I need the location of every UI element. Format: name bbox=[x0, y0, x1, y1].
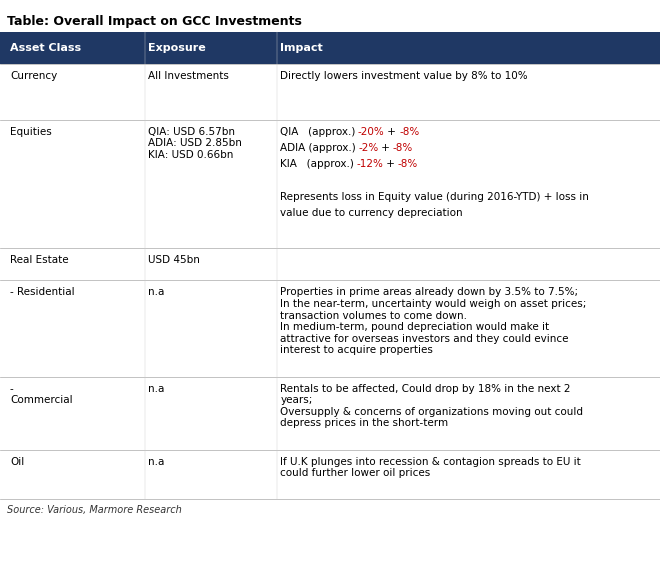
FancyBboxPatch shape bbox=[0, 248, 660, 280]
Text: USD 45bn: USD 45bn bbox=[149, 255, 200, 265]
Text: Impact: Impact bbox=[280, 43, 323, 53]
Text: value due to currency depreciation: value due to currency depreciation bbox=[280, 208, 463, 218]
FancyBboxPatch shape bbox=[0, 120, 660, 248]
Text: Rentals to be affected, Could drop by 18% in the next 2
years;
Oversupply & conc: Rentals to be affected, Could drop by 18… bbox=[280, 384, 584, 429]
Text: Directly lowers investment value by 8% to 10%: Directly lowers investment value by 8% t… bbox=[280, 71, 528, 81]
Text: -20%: -20% bbox=[358, 127, 385, 137]
FancyBboxPatch shape bbox=[0, 32, 660, 64]
FancyBboxPatch shape bbox=[0, 377, 660, 450]
Text: Exposure: Exposure bbox=[149, 43, 206, 53]
Text: Asset Class: Asset Class bbox=[10, 43, 81, 53]
Text: Represents loss in Equity value (during 2016-YTD) + loss in: Represents loss in Equity value (during … bbox=[280, 192, 589, 202]
Text: -2%: -2% bbox=[358, 143, 379, 153]
FancyBboxPatch shape bbox=[0, 64, 660, 120]
Text: n.a: n.a bbox=[149, 457, 165, 467]
Text: Source: Various, Marmore Research: Source: Various, Marmore Research bbox=[7, 505, 182, 515]
Text: If U.K plunges into recession & contagion spreads to EU it
could further lower o: If U.K plunges into recession & contagio… bbox=[280, 457, 581, 478]
Text: ADIA (approx.): ADIA (approx.) bbox=[280, 143, 359, 153]
Text: Equities: Equities bbox=[10, 127, 52, 137]
Text: n.a: n.a bbox=[149, 287, 165, 297]
Text: -12%: -12% bbox=[356, 159, 383, 169]
Text: Real Estate: Real Estate bbox=[10, 255, 68, 265]
FancyBboxPatch shape bbox=[0, 450, 660, 499]
Text: Properties in prime areas already down by 3.5% to 7.5%;
In the near-term, uncert: Properties in prime areas already down b… bbox=[280, 287, 587, 355]
Text: +: + bbox=[378, 143, 393, 153]
Text: n.a: n.a bbox=[149, 384, 165, 394]
Text: - Residential: - Residential bbox=[10, 287, 74, 297]
Text: - 
Commercial: - Commercial bbox=[10, 384, 72, 405]
Text: Table: Overall Impact on GCC Investments: Table: Overall Impact on GCC Investments bbox=[7, 15, 302, 27]
Text: +: + bbox=[383, 159, 398, 169]
Text: KIA   (approx.): KIA (approx.) bbox=[280, 159, 358, 169]
Text: -8%: -8% bbox=[393, 143, 413, 153]
Text: QIA   (approx.): QIA (approx.) bbox=[280, 127, 359, 137]
Text: -8%: -8% bbox=[398, 159, 418, 169]
Text: Oil: Oil bbox=[10, 457, 24, 467]
Text: Currency: Currency bbox=[10, 71, 57, 81]
Text: All Investments: All Investments bbox=[149, 71, 229, 81]
Text: QIA: USD 6.57bn
ADIA: USD 2.85bn
KIA: USD 0.66bn: QIA: USD 6.57bn ADIA: USD 2.85bn KIA: US… bbox=[149, 127, 243, 160]
FancyBboxPatch shape bbox=[0, 280, 660, 377]
Text: +: + bbox=[384, 127, 399, 137]
Text: -8%: -8% bbox=[399, 127, 419, 137]
